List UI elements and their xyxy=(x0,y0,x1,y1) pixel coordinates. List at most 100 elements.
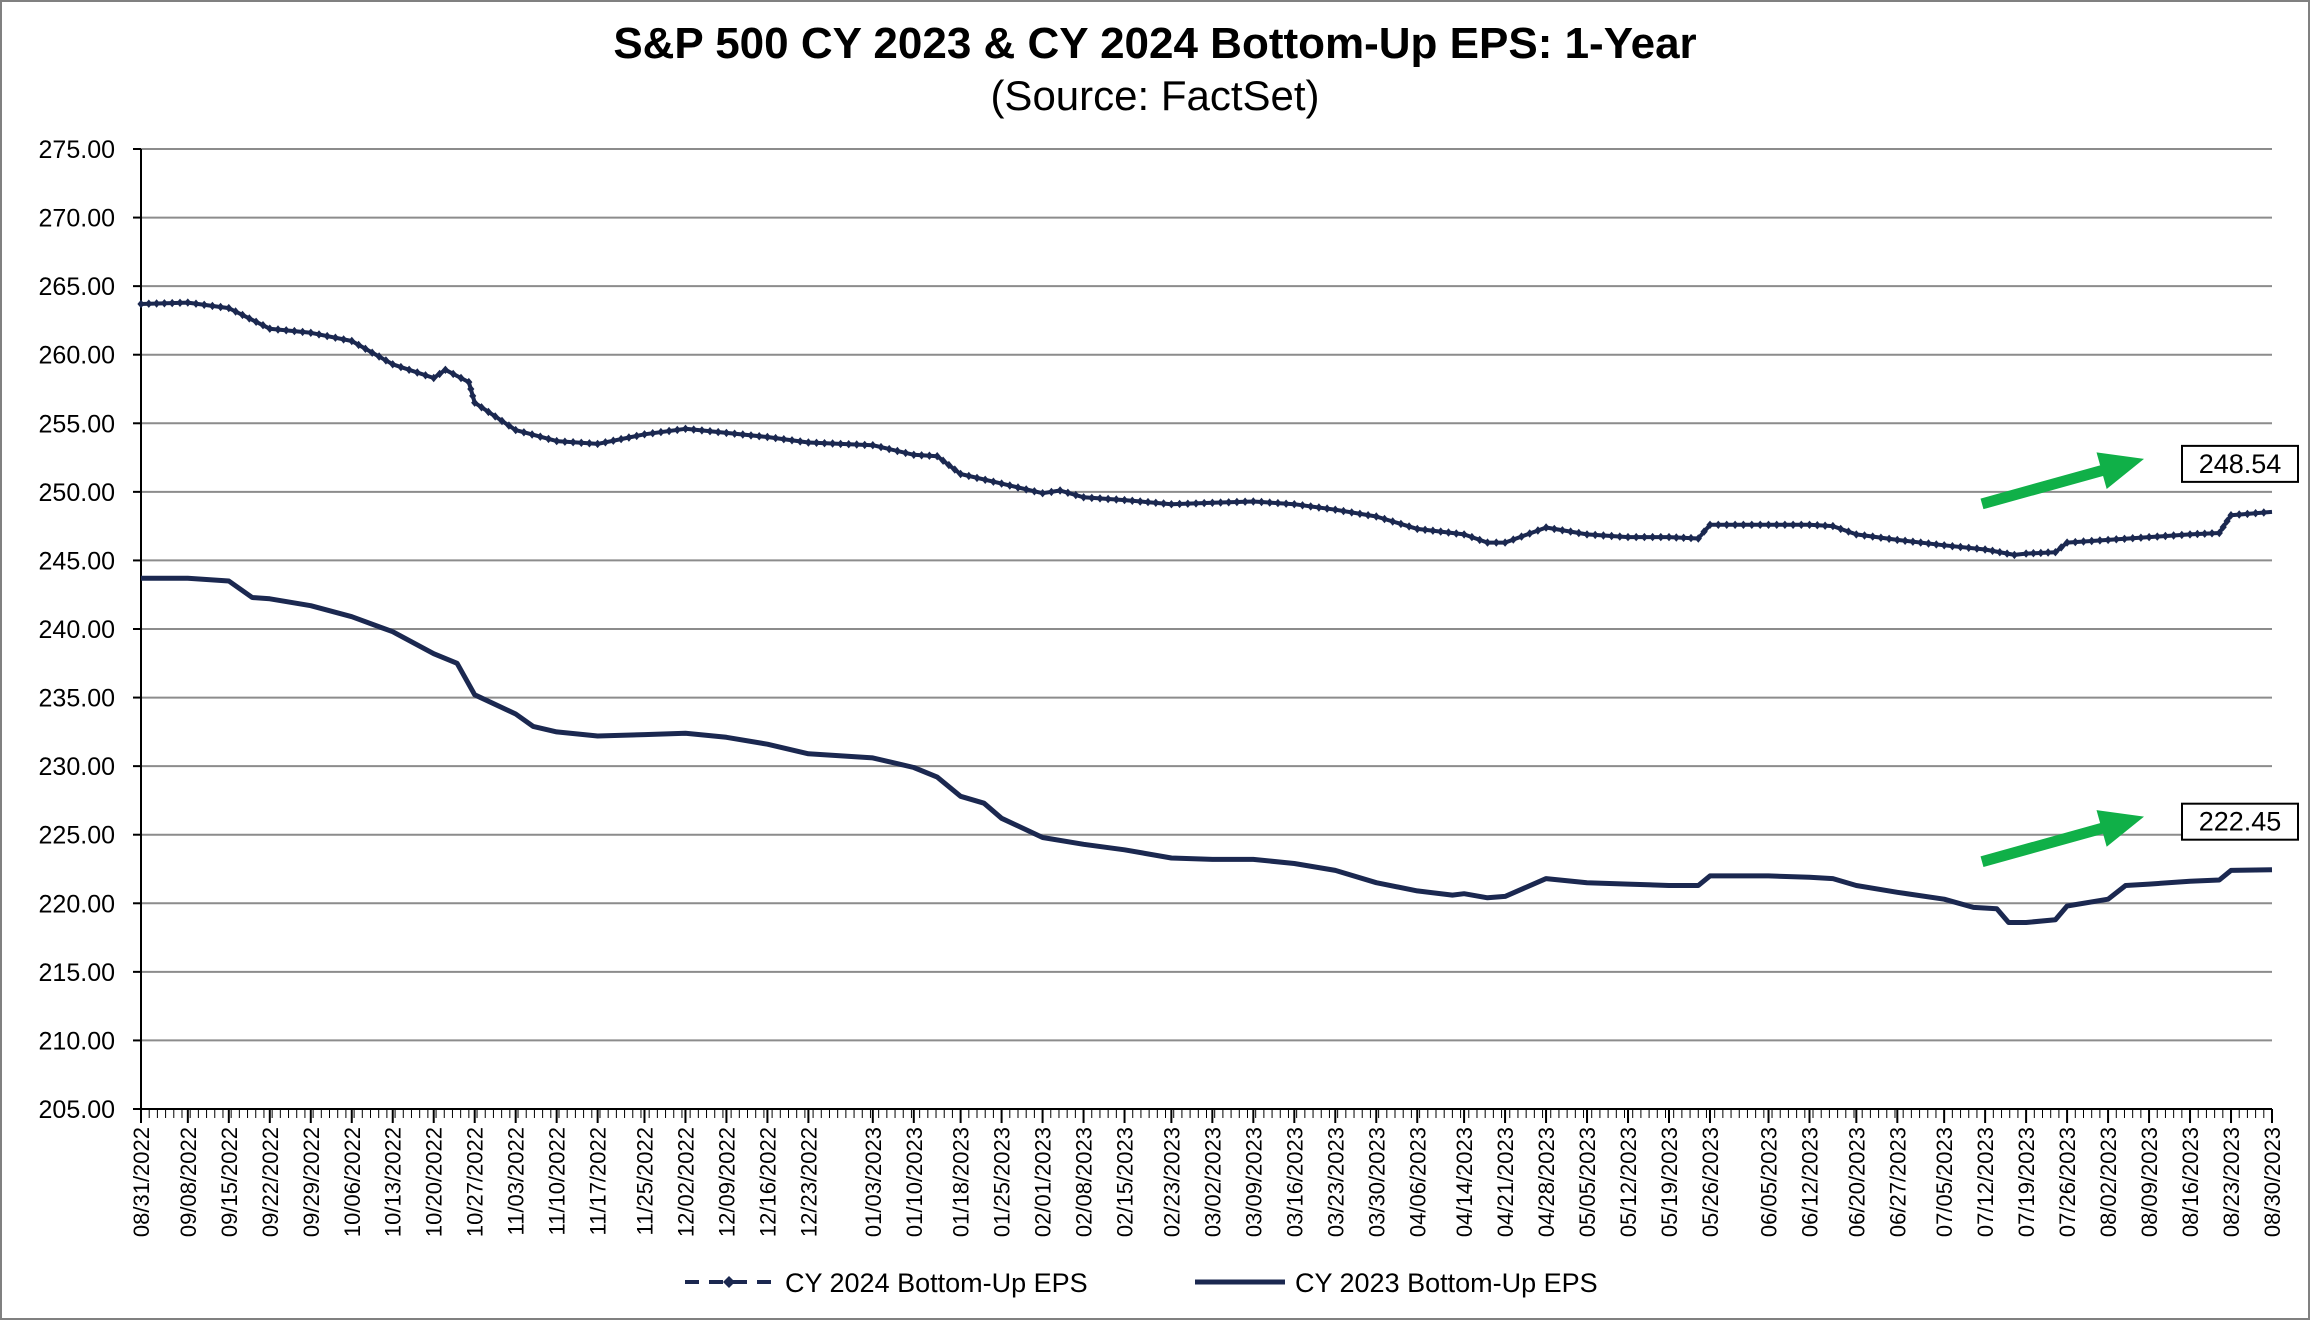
cy-2024-bottom-up-eps-marker xyxy=(780,435,788,444)
cy-2024-bottom-up-eps-marker xyxy=(1665,532,1673,542)
legend-label-cy-2023-bottom-up-eps: CY 2023 Bottom-Up EPS xyxy=(1295,1268,1598,1298)
cy-2024-bottom-up-eps-marker xyxy=(1339,506,1348,516)
cy-2024-bottom-up-eps-marker xyxy=(1160,499,1168,508)
cy-2024-bottom-up-eps-marker xyxy=(989,477,997,486)
cy-2024-bottom-up-eps-marker xyxy=(1909,537,1917,546)
annotations: 248.54 222.45 xyxy=(1980,444,2299,867)
cy-2024-bottom-up-eps-marker xyxy=(1860,531,1869,540)
cy-2024-bottom-up-eps-marker xyxy=(788,436,796,445)
cy-2024-bottom-up-eps-marker xyxy=(200,300,208,309)
cy-2024-bottom-up-eps-marker xyxy=(225,303,233,313)
cy-2024-bottom-up-eps-marker xyxy=(1136,497,1144,506)
value-callout-box xyxy=(2181,444,2299,483)
x-axis: 08/31/2022 09/08/2022 09/15/2022 09/22/2022… xyxy=(129,1108,2285,1237)
cy-2024-bottom-up-eps-marker xyxy=(1694,534,1702,543)
cy-2024-bottom-up-eps-marker xyxy=(2112,535,2120,544)
cy-2024-bottom-up-eps-marker xyxy=(1364,511,1372,520)
trend-arrow-shaft xyxy=(1980,463,2109,510)
x-tick-label: 06/20/2023 xyxy=(1844,1127,1869,1237)
cy-2024-bottom-up-eps-marker xyxy=(340,335,348,344)
cy-2024-bottom-up-eps-marker xyxy=(673,425,681,435)
cy-2024-bottom-up-eps-marker xyxy=(1266,498,1274,507)
cy-2024-bottom-up-eps-marker xyxy=(1756,520,1764,529)
cy-2024-bottom-up-eps-marker xyxy=(1397,519,1405,529)
cy-2024-bottom-up-eps-marker xyxy=(690,425,698,434)
cy-2024-bottom-up-eps-marker xyxy=(1542,523,1550,532)
cy-2024-bottom-up-eps-marker xyxy=(397,362,405,372)
cy-2024-bottom-up-eps-marker xyxy=(973,473,981,483)
cy-2024-bottom-up-eps-marker xyxy=(853,440,861,449)
x-tick-label: 06/27/2023 xyxy=(1885,1127,1910,1237)
cy-2024-bottom-up-eps-marker xyxy=(1080,493,1088,502)
cy-2024-bottom-up-eps-marker xyxy=(184,298,192,307)
x-tick-label: 11/03/2022 xyxy=(504,1127,529,1235)
cy-2024-bottom-up-eps-marker xyxy=(368,348,376,357)
x-tick-label: 01/25/2023 xyxy=(990,1127,1015,1237)
cy-2024-bottom-up-eps-marker xyxy=(1030,487,1038,496)
cy-2024-bottom-up-eps-marker xyxy=(698,426,706,435)
x-tick-label: 10/13/2022 xyxy=(381,1127,406,1237)
cy-2024-bottom-up-eps-marker xyxy=(893,446,901,456)
cy-2024-bottom-up-eps-marker xyxy=(331,333,339,342)
cy-2024-bottom-up-eps-marker xyxy=(2145,532,2153,542)
cy-2024-bottom-up-eps-marker xyxy=(577,438,585,447)
cy-2024-bottom-up-eps-marker xyxy=(1624,532,1632,542)
cy-2024-bottom-up-eps-marker xyxy=(1468,532,1476,542)
cy-2024-bottom-up-eps-marker xyxy=(274,325,282,334)
cy-2024-bottom-up-eps-marker xyxy=(1064,488,1072,497)
cy-2024-bottom-up-eps-marker xyxy=(405,365,413,374)
cy-2024-bottom-up-eps-marker xyxy=(1176,499,1184,509)
cy-2024-bottom-up-eps-marker xyxy=(1022,485,1030,494)
x-tick-label: 04/14/2023 xyxy=(1452,1127,1477,1237)
cy-2024-bottom-up-eps-marker xyxy=(1225,498,1233,507)
cy-2024-bottom-up-eps-marker xyxy=(1567,527,1575,536)
series-layer xyxy=(137,298,2273,925)
cy-2024-bottom-up-eps-marker xyxy=(1731,520,1739,529)
cy-2024-bottom-up-eps-marker xyxy=(1534,526,1542,535)
cy-2024-bottom-up-eps-marker xyxy=(512,425,520,435)
cy-2024-bottom-up-eps-marker xyxy=(902,448,910,458)
cy-2024-bottom-up-eps-marker xyxy=(536,432,544,441)
y-tick-label: 230.00 xyxy=(39,753,115,781)
cy-2024-bottom-up-eps-marker xyxy=(877,442,885,452)
cy-2024-bottom-up-eps-marker xyxy=(1885,534,1893,543)
cy-2024-bottom-up-eps-marker xyxy=(1356,509,1364,518)
cy-2024-bottom-up-eps-marker xyxy=(1901,536,1909,545)
chart-subtitle: (Source: FactSet) xyxy=(990,72,1319,119)
value-callout-box xyxy=(2181,802,2299,841)
cy-2024-bottom-up-eps-marker xyxy=(1483,538,1492,547)
cy-2024-bottom-up-eps-marker xyxy=(2029,549,2037,558)
cy-2024-bottom-up-eps-marker xyxy=(2208,529,2216,538)
cy-2024-bottom-up-eps-marker xyxy=(2010,550,2018,560)
cy-2024-bottom-up-eps-marker xyxy=(1917,538,1925,547)
cy-2024-bottom-up-eps-marker xyxy=(869,441,877,450)
x-tick-label: 01/03/2023 xyxy=(861,1127,886,1237)
cy-2024-bottom-up-eps-marker xyxy=(323,331,331,341)
cy-2024-bottom-up-eps-marker xyxy=(945,460,953,470)
cy-2024-bottom-up-eps-marker xyxy=(714,427,722,437)
cy-2024-bottom-up-eps-marker xyxy=(1421,525,1429,534)
cy-2024-bottom-up-eps-marker xyxy=(981,475,989,484)
cy-2024-bottom-up-eps-marker xyxy=(804,438,812,447)
cy-2024-bottom-up-eps-marker xyxy=(925,451,933,460)
cy-2024-bottom-up-eps-marker xyxy=(153,299,161,308)
cy-2024-bottom-up-eps-marker xyxy=(1739,520,1747,529)
cy-2024-bottom-up-eps-marker xyxy=(845,440,853,449)
cy-2024-bottom-up-eps-marker xyxy=(665,426,673,436)
cy-2024-bottom-up-eps-marker xyxy=(829,439,837,448)
cy-2024-bottom-up-eps-marker xyxy=(1973,544,1981,553)
x-tick-label: 05/26/2023 xyxy=(1698,1127,1723,1237)
cy-2024-bottom-up-eps-marker xyxy=(1047,487,1055,497)
x-tick-label: 01/18/2023 xyxy=(949,1127,974,1237)
x-tick-label: 05/19/2023 xyxy=(1657,1127,1682,1237)
cy-2024-bottom-up-eps-marker xyxy=(1184,499,1192,508)
cy-2024-bottom-up-eps-marker xyxy=(467,384,475,394)
x-tick-label: 09/29/2022 xyxy=(299,1127,324,1237)
cy-2024-bottom-up-eps-marker xyxy=(421,371,430,380)
cy-2024-bottom-up-eps-marker xyxy=(1274,498,1282,508)
cy-2024-bottom-up-eps-marker xyxy=(1144,497,1152,507)
cy-2024-bottom-up-eps-marker xyxy=(933,452,941,461)
cy-2024-bottom-up-eps-marker xyxy=(1829,521,1837,531)
cy-2024-bottom-up-eps-marker xyxy=(1924,539,1933,548)
